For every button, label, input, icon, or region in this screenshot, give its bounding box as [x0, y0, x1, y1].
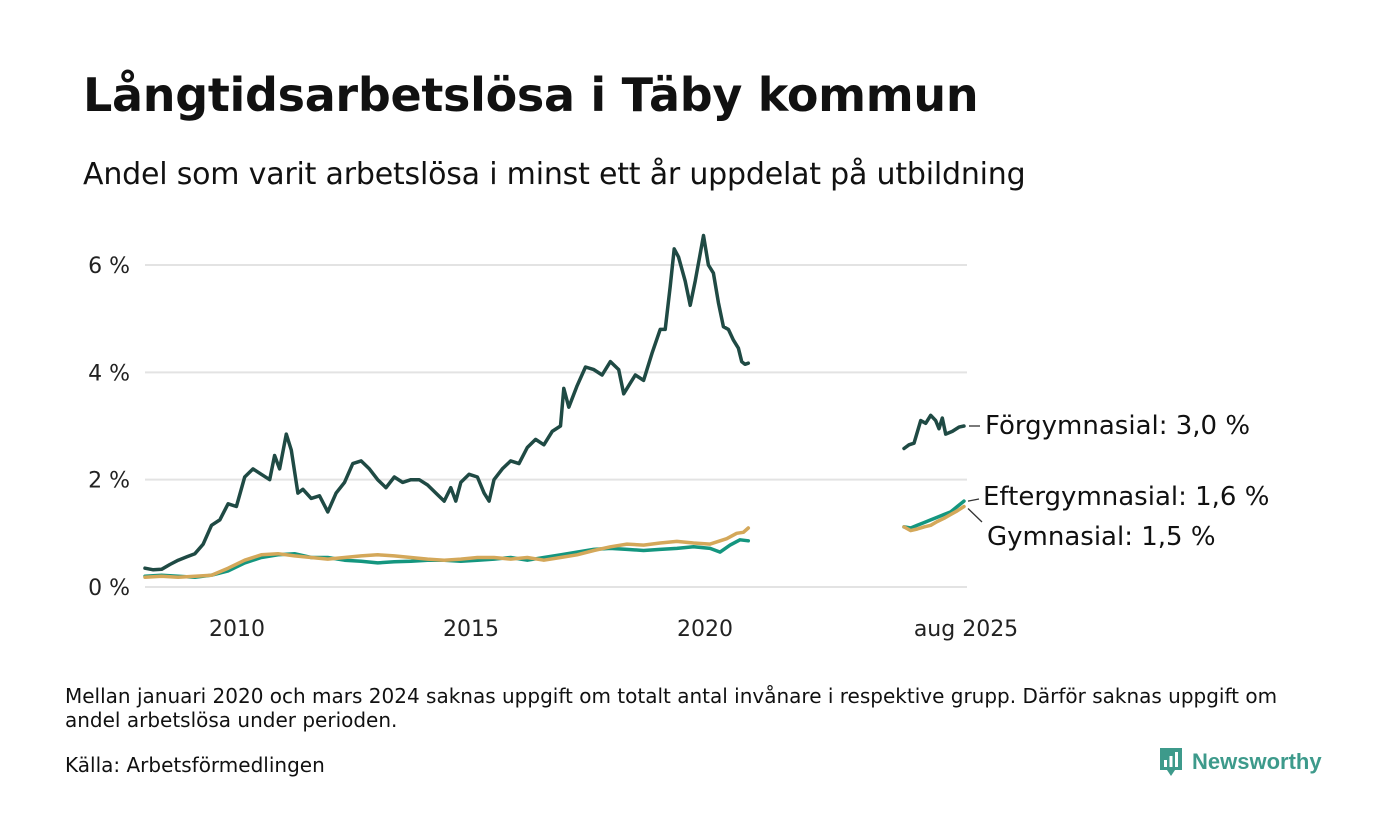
y-tick-label: 0 % — [88, 576, 130, 601]
y-tick-label: 4 % — [88, 361, 130, 386]
series-line-forgymnasial-segment-1 — [145, 236, 748, 570]
series-line-forgymnasial-segment-2 — [904, 415, 964, 448]
series-line-gymnasial-segment-1 — [145, 528, 748, 577]
x-tick-label: 2010 — [209, 617, 265, 642]
x-tick-label: aug 2025 — [914, 617, 1018, 642]
line-chart: 0 % 2 % 4 % 6 % 2010 2015 2020 aug 2025 Förgymna… — [0, 0, 1400, 680]
newsworthy-logo-icon — [1158, 746, 1184, 778]
end-label-gymnasial: Gymnasial: 1,5 % — [987, 522, 1216, 552]
x-tick-label: 2015 — [443, 617, 499, 642]
source-credit: Källa: Arbetsförmedlingen — [65, 753, 325, 777]
end-label-forgymnasial: Förgymnasial: 3,0 % — [985, 411, 1250, 441]
footnote: Mellan januari 2020 och mars 2024 saknas… — [65, 684, 1315, 732]
label-leader-gymnasial — [968, 509, 982, 523]
x-tick-label: 2020 — [677, 617, 733, 642]
y-tick-label: 6 % — [88, 254, 130, 279]
brand-logo: Newsworthy — [1158, 746, 1322, 778]
y-tick-label: 2 % — [88, 469, 130, 494]
end-label-eftergymnasial: Eftergymnasial: 1,6 % — [983, 482, 1269, 512]
label-leader-eftergymnasial — [968, 499, 979, 501]
brand-name: Newsworthy — [1192, 749, 1322, 775]
